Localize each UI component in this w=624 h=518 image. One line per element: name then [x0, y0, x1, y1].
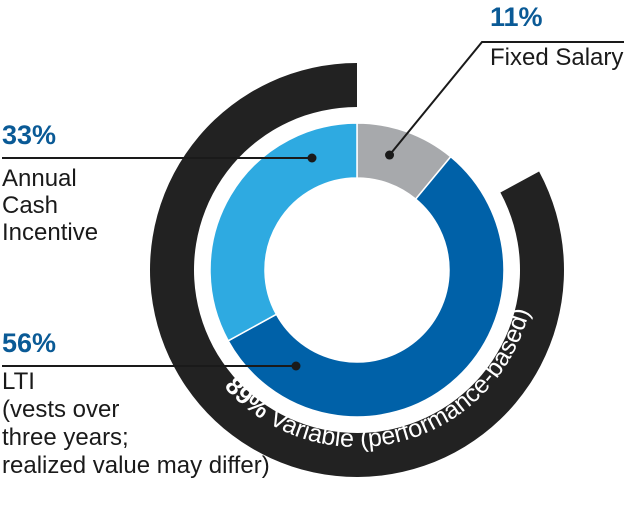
- annual-cash-incentive-text-line-2: Cash: [2, 192, 59, 219]
- annual-cash-incentive-percent: 33%: [2, 120, 57, 150]
- fixed-salary-text: Fixed Salary: [490, 44, 624, 71]
- slice-lti: [227, 155, 505, 418]
- lti-text-line-2: (vests over: [2, 396, 120, 423]
- lti-text-line-1: LTI: [2, 368, 35, 395]
- annual-cash-incentive-text-line-3: Incentive: [2, 219, 99, 246]
- lti-text-line-3: three years;: [2, 424, 129, 451]
- annual-cash-incentive-label: 33% Annual Cash Incentive: [2, 120, 98, 246]
- lti-text-line-4: realized value may differ): [2, 452, 270, 479]
- fixed-salary-leader-line: [388, 41, 624, 156]
- lti-label: 56% LTI (vests over three years; realize…: [2, 328, 270, 480]
- annual-cash-incentive-text-line-1: Annual: [2, 165, 77, 192]
- slice-annual-cash-incentive: [209, 122, 358, 342]
- lti-percent: 56%: [2, 328, 57, 358]
- fixed-salary-percent: 11%: [490, 2, 543, 32]
- fixed-salary-label: 11% Fixed Salary: [490, 2, 623, 71]
